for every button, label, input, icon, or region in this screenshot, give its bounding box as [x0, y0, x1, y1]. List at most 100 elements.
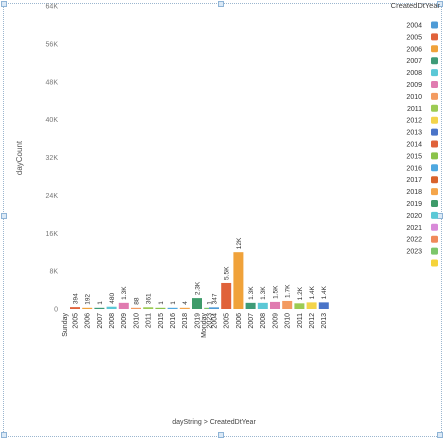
legend-swatch: [431, 200, 438, 207]
legend-item[interactable]: 2014: [406, 140, 438, 149]
x-tick-label: 2005: [72, 313, 79, 329]
legend-item[interactable]: 2005: [406, 33, 438, 41]
legend-swatch: [431, 104, 438, 112]
legend-swatch: [431, 33, 438, 41]
bar-sunday-2015[interactable]: [155, 307, 166, 309]
bar-monday-2009[interactable]: [270, 301, 280, 309]
resize-handle-bottom-right[interactable]: [437, 432, 443, 438]
resize-handle-top-left[interactable]: [1, 1, 7, 7]
legend-label: 2021: [406, 225, 422, 232]
bar-monday-2010[interactable]: [282, 300, 293, 309]
legend-item[interactable]: 2019: [406, 200, 438, 208]
legend-item[interactable]: 2022: [406, 235, 438, 244]
x-tick-label: 2018: [182, 313, 189, 329]
legend-label: 2006: [406, 46, 422, 53]
x-tick-label: 2013: [321, 313, 328, 329]
legend-label: 2004: [406, 23, 422, 30]
frame-border-right: [441, 3, 442, 436]
bar-monday-2007[interactable]: [245, 302, 256, 309]
legend-swatch: [431, 176, 438, 184]
bar-monday-2011[interactable]: [294, 303, 305, 309]
data-label: 5.5K: [224, 266, 231, 280]
bar-monday-2006[interactable]: [233, 252, 244, 309]
y-axis-title: dayCount: [15, 140, 24, 175]
bar-monday-2008[interactable]: [257, 302, 268, 309]
data-label: 88: [133, 297, 140, 305]
bar-sunday-2007[interactable]: [94, 307, 105, 309]
bar-sunday-2006[interactable]: [82, 307, 93, 309]
y-tick-label: 8K: [49, 269, 58, 276]
legend-item[interactable]: 2010: [406, 92, 438, 101]
x-tick-label: 2006: [236, 313, 243, 329]
legend-item[interactable]: 2009: [406, 81, 438, 89]
legend-label: 2008: [406, 70, 422, 77]
x-tick-label: 2016: [170, 313, 177, 329]
legend-label: 2017: [406, 177, 422, 184]
legend-item[interactable]: 2007: [406, 57, 438, 65]
legend-item[interactable]: 2020: [406, 211, 438, 220]
bar-monday-2013[interactable]: [318, 302, 329, 309]
resize-handle-bottom-left[interactable]: [1, 432, 7, 438]
y-tick-label: 48K: [46, 79, 59, 86]
data-label: 192: [85, 294, 92, 305]
x-tick-label: 2008: [260, 313, 267, 329]
x-tick-label: 2011: [297, 313, 304, 328]
data-label: 361: [146, 293, 153, 304]
legend-label: 2007: [406, 58, 422, 65]
data-label: 1.5K: [272, 285, 279, 299]
bar-sunday-2016[interactable]: [167, 307, 178, 309]
legend-swatch: [431, 92, 438, 100]
y-axis-ticks: 0 8K 16K 24K 32K 40K 48K 56K 64K: [46, 4, 59, 314]
legend-item[interactable]: 2015: [406, 152, 438, 160]
legend-item[interactable]: 2006: [406, 45, 438, 53]
data-label: 1.3K: [121, 286, 128, 300]
data-label: 1.7K: [285, 284, 292, 298]
legend-label: 2019: [406, 201, 422, 208]
x-tick-label: 2004: [211, 313, 218, 329]
bar-sunday-2010[interactable]: [131, 307, 141, 309]
legend-item[interactable]: 2016: [406, 164, 438, 172]
bar-monday-2012[interactable]: [306, 302, 317, 309]
bar-sunday-2019[interactable]: [192, 298, 202, 309]
legend-item[interactable]: 2012: [406, 116, 438, 125]
bar-sunday-2011[interactable]: [143, 307, 154, 309]
resize-handle-top-right[interactable]: [437, 1, 443, 7]
legend-item[interactable]: 2017: [406, 176, 438, 184]
legend-label: 2020: [406, 213, 422, 220]
bar-sunday-2005[interactable]: [70, 307, 80, 309]
bar-sunday-2008[interactable]: [106, 306, 117, 309]
bar-sunday-2018[interactable]: [179, 307, 190, 309]
bar-monday-2005[interactable]: [221, 282, 232, 309]
legend-item[interactable]: 2004: [406, 21, 438, 30]
resize-handle-top[interactable]: [218, 1, 224, 7]
legend-item[interactable]: 2011: [407, 104, 438, 113]
legend-swatch: [431, 128, 438, 136]
x-tick-label: 2005: [224, 313, 231, 329]
legend-item[interactable]: 2008: [406, 69, 438, 77]
legend-item[interactable]: 2018: [406, 188, 438, 196]
legend-item[interactable]: 2021: [406, 223, 438, 232]
legend-swatch: [431, 164, 438, 172]
x-tick-label: 2012: [309, 313, 316, 329]
bar-series: [70, 252, 329, 309]
legend-item[interactable]: [431, 259, 438, 267]
legend-label: 2022: [406, 237, 422, 244]
bar-monday-2004[interactable]: [209, 307, 219, 309]
legend-label: 2012: [406, 118, 422, 125]
x-tick-label: 2023: [207, 313, 214, 329]
data-label: 2.3K: [194, 281, 201, 295]
legend-swatch: [431, 45, 438, 53]
bar-sunday-2009[interactable]: [118, 302, 129, 309]
x-tick-label: 2015: [158, 313, 165, 329]
data-label: 347: [211, 293, 218, 304]
resize-handle-left[interactable]: [1, 213, 7, 219]
legend-item[interactable]: 2023: [406, 247, 438, 256]
legend-swatch: [431, 140, 438, 148]
frame-border-left: [3, 3, 4, 436]
data-label: 394: [72, 293, 79, 304]
legend-label: 2016: [406, 165, 422, 172]
legend-swatch: [431, 21, 438, 29]
legend-item[interactable]: 2013: [406, 128, 438, 137]
resize-handle-bottom[interactable]: [218, 432, 224, 438]
